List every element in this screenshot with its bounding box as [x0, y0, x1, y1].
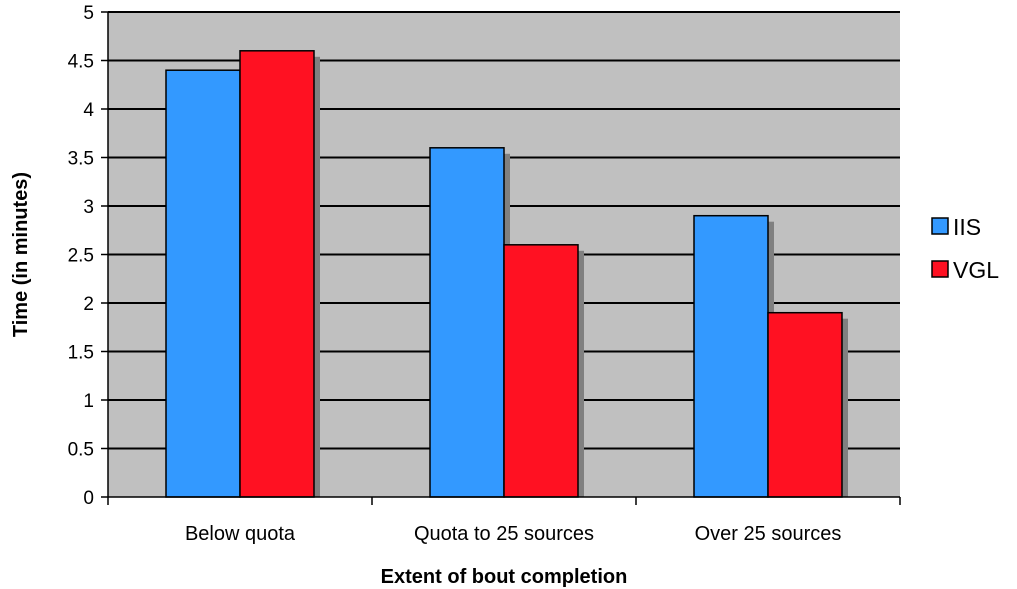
axes — [101, 11, 901, 505]
legend-swatch-iis — [931, 217, 949, 235]
bars — [165, 50, 848, 498]
legend-label-iis: IIS — [953, 214, 981, 240]
y-tick-label: 1.5 — [68, 343, 94, 364]
legend-swatch-vgl — [931, 260, 949, 278]
y-tick-label: 4.5 — [68, 52, 94, 73]
legend: IIS VGL — [931, 214, 999, 283]
x-category-labels: Below quota Quota to 25 sources Over 25 so… — [185, 523, 841, 545]
bar-iis — [165, 69, 241, 498]
y-tick-label: 2.5 — [68, 246, 94, 267]
y-axis-title: Time (in minutes) — [10, 172, 32, 337]
y-tick-label: 5 — [83, 3, 94, 24]
bar-vgl — [239, 50, 315, 498]
y-tick-labels: 0 0.5 1 1.5 2 2.5 3 3.5 4 4.5 5 — [68, 3, 95, 509]
x-axis-title: Extent of bout completion — [381, 566, 628, 588]
bar-vgl — [503, 244, 579, 498]
y-tick-label: 1 — [83, 391, 94, 412]
bar-iis — [429, 147, 505, 498]
x-category-label: Below quota — [185, 523, 296, 545]
x-category-label: Over 25 sources — [695, 523, 842, 545]
x-category-label: Quota to 25 sources — [414, 523, 594, 545]
y-tick-label: 2 — [83, 294, 94, 315]
y-tick-label: 3 — [83, 197, 94, 218]
y-tick-label: 4 — [83, 100, 94, 121]
bar-iis — [693, 214, 769, 498]
y-tick-label: 0 — [83, 488, 94, 509]
y-tick-label: 0.5 — [68, 440, 94, 461]
y-tick-label: 3.5 — [68, 149, 94, 170]
bar-vgl — [767, 311, 843, 498]
legend-label-vgl: VGL — [953, 257, 999, 283]
